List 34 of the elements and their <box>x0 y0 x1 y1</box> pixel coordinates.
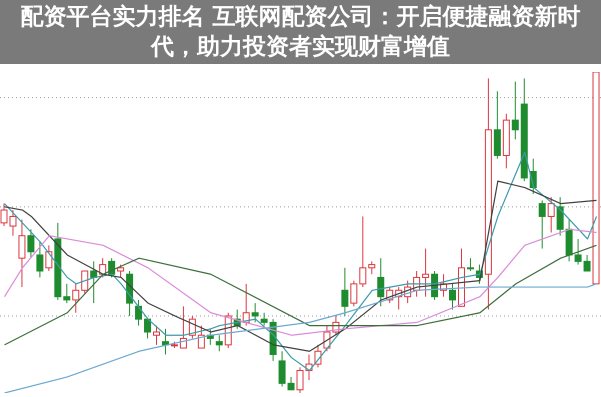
candlestick <box>63 283 70 304</box>
candlestick <box>556 196 564 236</box>
candlestick <box>548 196 555 233</box>
candlestick <box>162 328 169 355</box>
candlestick <box>422 248 430 298</box>
candlestick <box>584 254 591 272</box>
candlestick <box>117 264 124 278</box>
candlestick <box>27 228 34 259</box>
candlestick <box>377 258 384 307</box>
candlestick <box>288 376 295 390</box>
candlestick <box>36 242 44 278</box>
candlestick <box>45 244 52 272</box>
candlestick <box>90 260 98 304</box>
candlestick <box>252 302 259 323</box>
candlestick <box>278 350 286 388</box>
candlestick <box>512 81 519 140</box>
chart-title: 配资平台实力排名 互联网配资公司：开启便捷融资新时代，助力投资者实现财富增值 <box>0 0 601 64</box>
candlestick <box>466 258 474 272</box>
candlestick <box>198 325 205 349</box>
candlestick <box>216 334 223 352</box>
candlestick <box>135 299 142 326</box>
candlestick <box>152 325 160 346</box>
candlestick <box>574 238 582 266</box>
candlestick <box>359 216 366 288</box>
candlestick <box>296 366 304 393</box>
candlestick <box>144 318 152 339</box>
candlestick <box>368 260 376 275</box>
candlestick <box>9 210 16 236</box>
candlestick <box>350 280 358 307</box>
candlestick <box>260 312 268 326</box>
candlestick <box>341 267 348 316</box>
candlestick <box>538 200 546 250</box>
candlestick <box>449 283 456 310</box>
candlestick <box>18 219 26 288</box>
